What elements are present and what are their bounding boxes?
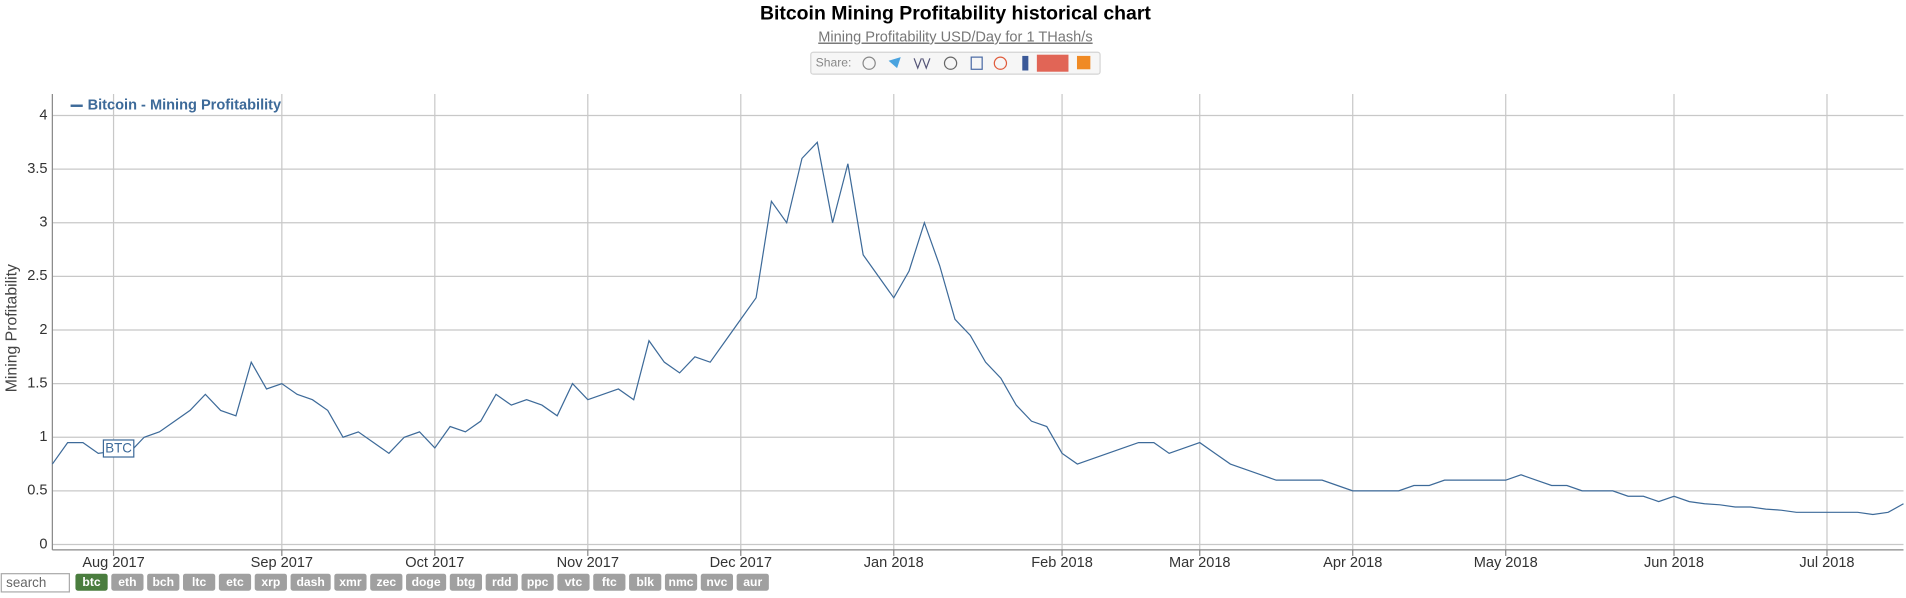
share-icon[interactable] (943, 56, 958, 70)
coin-label: zec (377, 575, 397, 589)
share-icon[interactable] (862, 56, 876, 70)
y-axis-label: Mining Profitability (3, 264, 20, 392)
x-tick-label: Mar 2018 (1169, 555, 1231, 571)
x-tick-label: Aug 2017 (82, 555, 144, 571)
coin-button[interactable] (736, 573, 769, 591)
x-tick-label: Jun 2018 (1644, 555, 1704, 571)
coin-label: xmr (339, 575, 362, 589)
coin-button[interactable] (147, 573, 180, 591)
line-series (51, 141, 1904, 516)
coin-label: aur (743, 575, 762, 589)
coin-label: ftc (602, 575, 617, 589)
coin-label: dash (296, 575, 324, 589)
coin-button[interactable] (370, 573, 403, 591)
coin-label: nvc (706, 575, 727, 589)
y-tick-label: 2.5 (27, 268, 47, 284)
coin-button[interactable] (334, 573, 367, 591)
share-bar: Share: (810, 51, 1101, 75)
coin-label: blk (636, 575, 654, 589)
x-tick-label: Apr 2018 (1323, 555, 1382, 571)
share-icon[interactable] (1036, 54, 1069, 72)
share-icon[interactable] (1076, 55, 1091, 70)
coin-label: nmc (669, 575, 694, 589)
share-icon[interactable] (993, 56, 1008, 70)
coin-button[interactable] (75, 573, 108, 591)
coin-label: eth (118, 575, 136, 589)
coin-button[interactable] (218, 573, 252, 591)
x-tick-label: Jul 2018 (1799, 555, 1854, 571)
y-tick-label: 2 (39, 322, 47, 338)
share-icon[interactable] (970, 56, 983, 70)
coin-label: ppc (527, 575, 549, 589)
coin-button[interactable] (111, 573, 144, 591)
y-tick-label: 3 (39, 215, 47, 231)
coin-button[interactable] (254, 573, 287, 591)
y-tick-label: 1 (39, 429, 47, 445)
coin-button[interactable] (449, 573, 483, 591)
coin-label: rdd (492, 575, 512, 589)
annotation-flag (102, 439, 135, 458)
y-tick-label: 0.5 (27, 483, 47, 499)
coin-button[interactable] (664, 573, 698, 591)
coin-label: btc (82, 575, 100, 589)
y-tick-label: 3.5 (27, 161, 47, 177)
coin-button[interactable] (485, 573, 518, 591)
x-tick-label: Oct 2017 (405, 555, 464, 571)
chart-title: Bitcoin Mining Profitability historical … (760, 3, 1151, 25)
legend-label: Bitcoin - Mining Profitability (88, 98, 282, 114)
coin-label: btg (456, 575, 475, 589)
share-icon[interactable] (913, 58, 931, 70)
coin-button[interactable] (406, 573, 447, 591)
share-icon[interactable] (888, 57, 901, 69)
coin-button[interactable] (183, 573, 216, 591)
coin-label: bch (152, 575, 174, 589)
x-tick-label: Sep 2017 (251, 555, 313, 571)
x-tick-label: Jan 2018 (864, 555, 924, 571)
y-tick-label: 0 (39, 536, 47, 552)
coin-button[interactable] (629, 573, 662, 591)
x-tick-label: May 2018 (1474, 555, 1538, 571)
share-label: Share: (816, 55, 852, 69)
y-tick-label: 1.5 (27, 375, 47, 391)
controls: search btc eth bch ltc etc xrp dash xmr zec doge b… (0, 573, 769, 593)
coin-label: etc (226, 575, 244, 589)
search-placeholder: search (6, 575, 46, 590)
coin-button[interactable] (557, 573, 590, 591)
share-icon[interactable] (1022, 55, 1029, 71)
search-box[interactable] (0, 573, 70, 593)
x-tick-label: Dec 2017 (710, 555, 772, 571)
coin-button[interactable] (521, 573, 554, 591)
coin-label: vtc (565, 575, 583, 589)
y-tick-label: 4 (39, 107, 47, 123)
coin-label: xrp (261, 575, 280, 589)
coin-label: doge (412, 575, 441, 589)
coin-button[interactable] (593, 573, 626, 591)
chart-subtitle: Mining Profitability USD/Day for 1 THash… (818, 30, 1092, 46)
annotation-text: BTC (105, 441, 132, 456)
coin-button[interactable] (700, 573, 734, 591)
x-tick-label: Feb 2018 (1031, 555, 1093, 571)
x-tick-label: Nov 2017 (557, 555, 619, 571)
coin-label: ltc (192, 575, 206, 589)
coin-button[interactable] (290, 573, 331, 591)
